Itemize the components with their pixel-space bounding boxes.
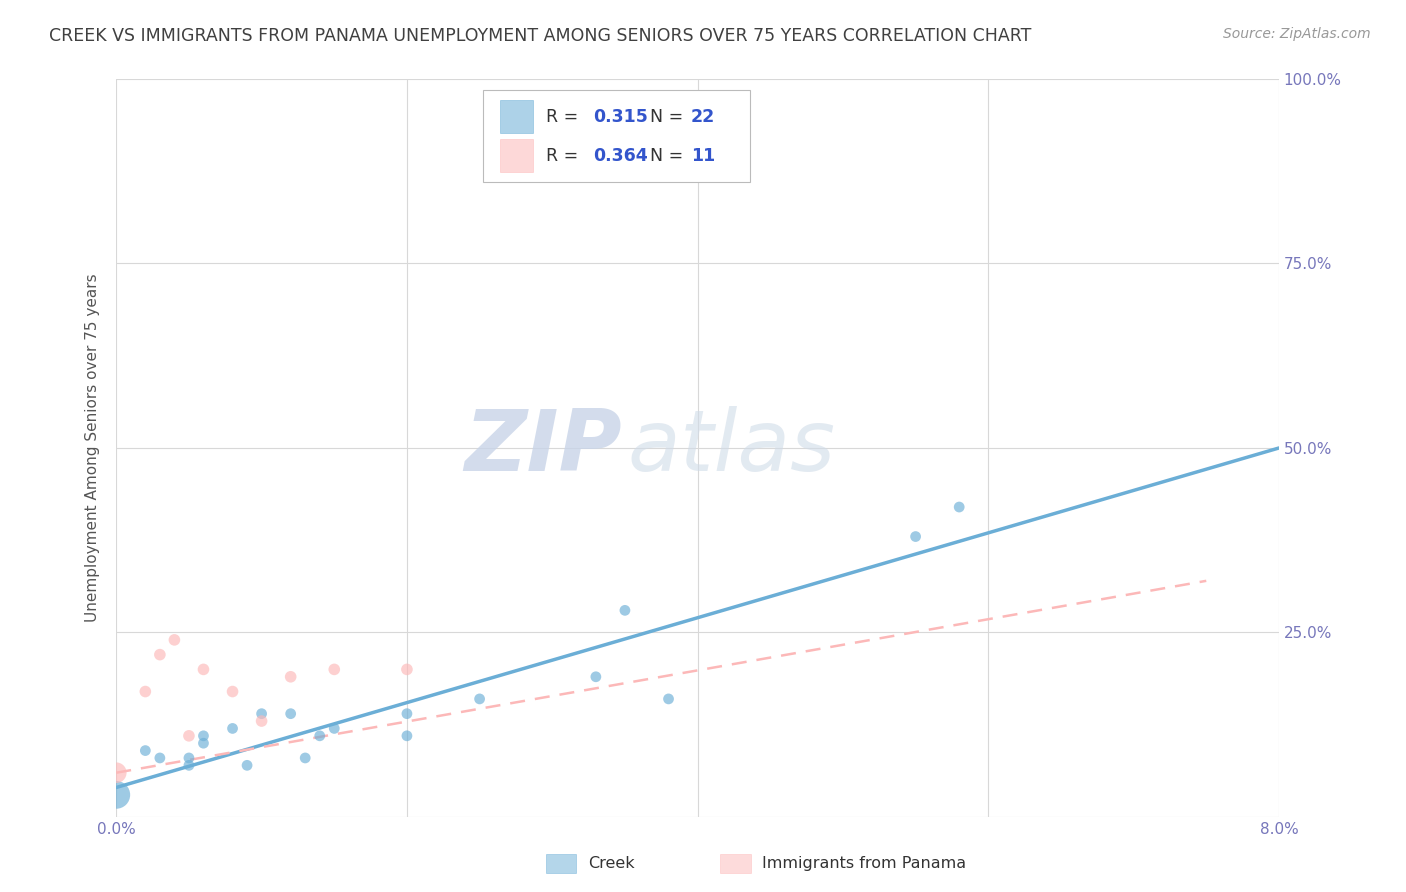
- Text: 11: 11: [690, 146, 714, 165]
- Point: [395, 729, 418, 743]
- Text: Creek: Creek: [588, 856, 634, 871]
- Point: [280, 670, 302, 684]
- FancyBboxPatch shape: [482, 90, 749, 182]
- Point: [236, 758, 259, 772]
- Point: [948, 500, 970, 514]
- Text: CREEK VS IMMIGRANTS FROM PANAMA UNEMPLOYMENT AMONG SENIORS OVER 75 YEARS CORRELA: CREEK VS IMMIGRANTS FROM PANAMA UNEMPLOY…: [49, 27, 1032, 45]
- Point: [585, 670, 607, 684]
- Text: Source: ZipAtlas.com: Source: ZipAtlas.com: [1223, 27, 1371, 41]
- Y-axis label: Unemployment Among Seniors over 75 years: Unemployment Among Seniors over 75 years: [86, 274, 100, 623]
- FancyBboxPatch shape: [501, 139, 533, 172]
- Point: [177, 751, 200, 765]
- Point: [193, 729, 215, 743]
- Point: [613, 603, 636, 617]
- Point: [280, 706, 302, 721]
- Point: [221, 722, 243, 736]
- Point: [177, 758, 200, 772]
- Text: N =: N =: [640, 146, 689, 165]
- FancyBboxPatch shape: [501, 100, 533, 133]
- Point: [134, 684, 156, 698]
- Text: N =: N =: [640, 108, 689, 126]
- Point: [904, 530, 927, 544]
- Text: Immigrants from Panama: Immigrants from Panama: [762, 856, 966, 871]
- Point: [105, 788, 128, 802]
- Point: [323, 722, 346, 736]
- Point: [177, 729, 200, 743]
- Point: [308, 729, 330, 743]
- Point: [221, 684, 243, 698]
- Text: 22: 22: [690, 108, 714, 126]
- Text: R =: R =: [547, 146, 585, 165]
- Point: [294, 751, 316, 765]
- Point: [323, 662, 346, 676]
- Text: 0.315: 0.315: [593, 108, 648, 126]
- Point: [657, 692, 679, 706]
- Point: [163, 632, 186, 647]
- Point: [105, 765, 128, 780]
- Point: [149, 751, 172, 765]
- Point: [250, 714, 273, 728]
- Text: atlas: atlas: [628, 407, 835, 490]
- Point: [395, 706, 418, 721]
- Point: [395, 662, 418, 676]
- Point: [193, 662, 215, 676]
- Text: 0.364: 0.364: [593, 146, 648, 165]
- Text: R =: R =: [547, 108, 585, 126]
- Point: [468, 692, 491, 706]
- Point: [250, 706, 273, 721]
- Point: [193, 736, 215, 750]
- Point: [149, 648, 172, 662]
- Point: [134, 743, 156, 757]
- Text: ZIP: ZIP: [464, 407, 621, 490]
